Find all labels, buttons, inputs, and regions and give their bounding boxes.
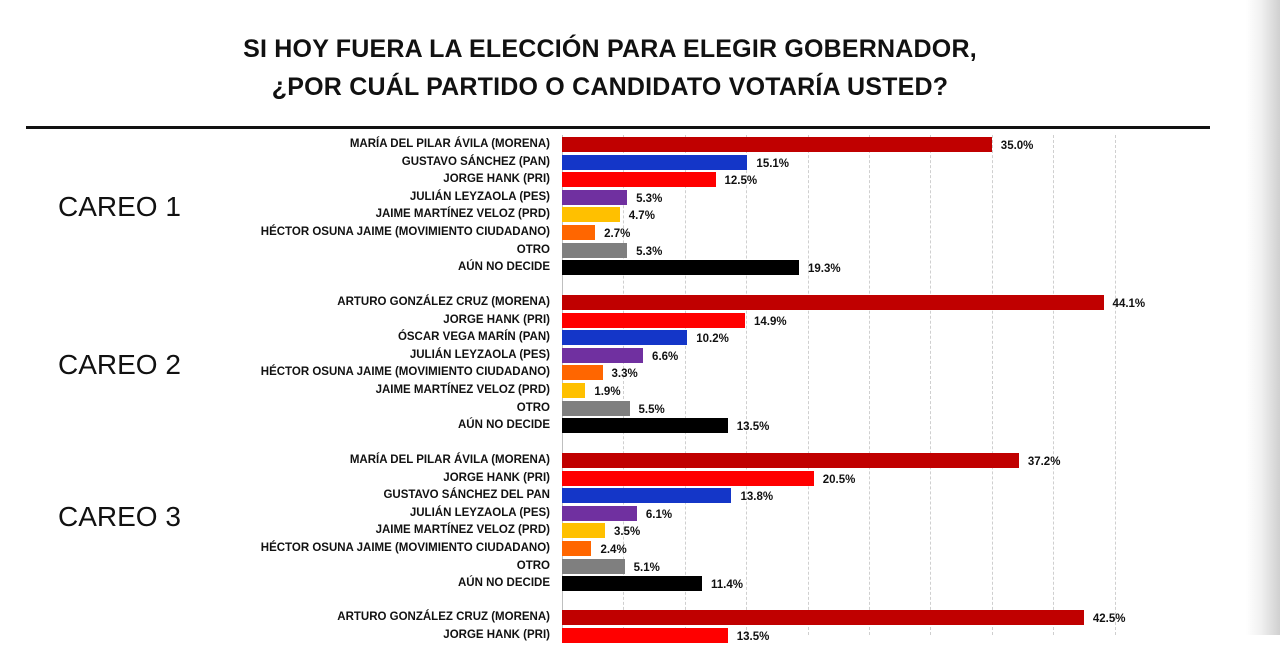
bar — [562, 225, 596, 240]
category-label: JORGE HANK (PRI) — [443, 173, 550, 186]
gridline — [1053, 135, 1055, 635]
bar — [562, 576, 702, 592]
bar — [562, 260, 799, 276]
chart-title-line-2: ¿POR CUÁL PARTIDO O CANDIDATO VOTARÍA US… — [271, 73, 949, 101]
category-label: JAIME MARTÍNEZ VELOZ (PRD) — [375, 524, 550, 537]
bar — [562, 627, 728, 643]
bar — [562, 207, 620, 223]
bar — [562, 154, 748, 170]
data-label: 4.7% — [628, 210, 655, 223]
gridline — [991, 135, 993, 635]
data-label: 2.4% — [600, 544, 627, 556]
data-label: 2.7% — [604, 228, 631, 240]
category-label: GUSTAVO SÁNCHEZ (PAN) — [401, 155, 550, 168]
bar — [562, 541, 592, 556]
data-label: 5.5% — [638, 403, 665, 416]
bar — [562, 488, 732, 504]
category-label: HÉCTOR OSUNA JAIME (MOVIMIENTO CIUDADANO… — [260, 542, 550, 554]
data-label: 19.3% — [808, 263, 841, 276]
bar — [562, 453, 1019, 468]
bar — [562, 383, 586, 398]
category-label: HÉCTOR OSUNA JAIME (MOVIMIENTO CIUDADANO… — [260, 226, 550, 238]
category-label: JORGE HANK (PRI) — [443, 628, 550, 641]
category-label: JULIÁN LEYZAOLA (PES) — [409, 190, 550, 203]
bar — [562, 400, 630, 416]
category-label: HÉCTOR OSUNA JAIME (MOVIMIENTO CIUDADANO… — [260, 366, 550, 379]
category-label: JULIÁN LEYZAOLA (PES) — [409, 506, 550, 519]
data-label: 3.3% — [611, 368, 638, 381]
gridline — [1114, 135, 1116, 635]
gridline — [623, 135, 625, 635]
title-divider — [26, 126, 1210, 129]
category-label: AÚN NO DECIDE — [457, 261, 550, 274]
category-label: JORGE HANK (PRI) — [443, 313, 550, 326]
bar — [562, 347, 644, 363]
gridline — [807, 135, 809, 635]
data-label: 11.4% — [710, 579, 743, 592]
careo-label: CAREO 1 — [58, 191, 181, 222]
data-label: 12.5% — [724, 175, 758, 188]
gridline — [930, 135, 932, 635]
bar — [562, 312, 745, 328]
data-label: 37.2% — [1027, 456, 1061, 468]
bar — [562, 295, 1104, 310]
data-label: 13.8% — [740, 491, 774, 504]
bar — [562, 470, 814, 486]
data-label: 5.1% — [633, 561, 660, 574]
data-label: 1.9% — [594, 386, 621, 398]
category-label: MARÍA DEL PILAR ÁVILA (MORENA) — [349, 138, 550, 150]
data-label: 20.5% — [822, 473, 856, 486]
bar — [562, 558, 625, 574]
category-label: JAIME MARTÍNEZ VELOZ (PRD) — [375, 384, 550, 396]
category-label: AÚN NO DECIDE — [457, 419, 550, 432]
category-label: OTRO — [516, 401, 550, 414]
data-label: 35.0% — [1000, 140, 1034, 152]
bar — [562, 418, 728, 434]
bar — [562, 610, 1084, 625]
data-label: 6.1% — [645, 508, 673, 521]
page-edge-shadow — [1246, 0, 1280, 635]
data-label: 44.1% — [1112, 298, 1146, 310]
data-label: 14.9% — [753, 315, 787, 328]
gridline — [684, 135, 686, 635]
data-label: 5.3% — [636, 245, 663, 258]
data-label: 13.5% — [736, 421, 770, 434]
bar — [562, 137, 992, 152]
category-label: JAIME MARTÍNEZ VELOZ (PRD) — [375, 208, 550, 221]
chart-title-line-1: SI HOY FUERA LA ELECCIÓN PARA ELEGIR GOB… — [243, 35, 977, 63]
data-label: 42.5% — [1092, 613, 1126, 625]
data-label: 13.5% — [736, 630, 770, 643]
gridline — [869, 135, 870, 635]
category-label: GUSTAVO SÁNCHEZ DEL PAN — [383, 489, 550, 502]
category-label: AÚN NO DECIDE — [457, 577, 550, 590]
category-label: ARTURO GONZÁLEZ CRUZ (MORENA) — [337, 296, 550, 308]
category-label: OTRO — [516, 243, 550, 256]
careo-label: CAREO 3 — [58, 501, 181, 532]
category-label: ÓSCAR VEGA MARÍN (PAN) — [397, 331, 550, 344]
data-label: 6.6% — [652, 350, 679, 363]
careo-label: CAREO 2 — [58, 349, 181, 380]
data-label: 10.2% — [696, 333, 729, 346]
category-label: ARTURO GONZÁLEZ CRUZ (MORENA) — [337, 611, 550, 623]
gridline — [746, 135, 748, 635]
bar — [562, 242, 628, 258]
category-label: MARÍA DEL PILAR ÁVILA (MORENA) — [349, 454, 550, 466]
data-label: 15.1% — [756, 157, 790, 170]
category-label: JULIÁN LEYZAOLA (PES) — [409, 348, 550, 361]
bar — [562, 505, 637, 521]
data-label: 5.3% — [636, 192, 663, 205]
bar — [562, 523, 605, 539]
bar — [562, 172, 716, 188]
bar — [562, 330, 688, 346]
category-label: OTRO — [516, 559, 550, 572]
bar — [562, 189, 628, 205]
data-label: 3.5% — [613, 526, 641, 539]
bar — [562, 365, 603, 381]
category-label: JORGE HANK (PRI) — [443, 471, 550, 484]
